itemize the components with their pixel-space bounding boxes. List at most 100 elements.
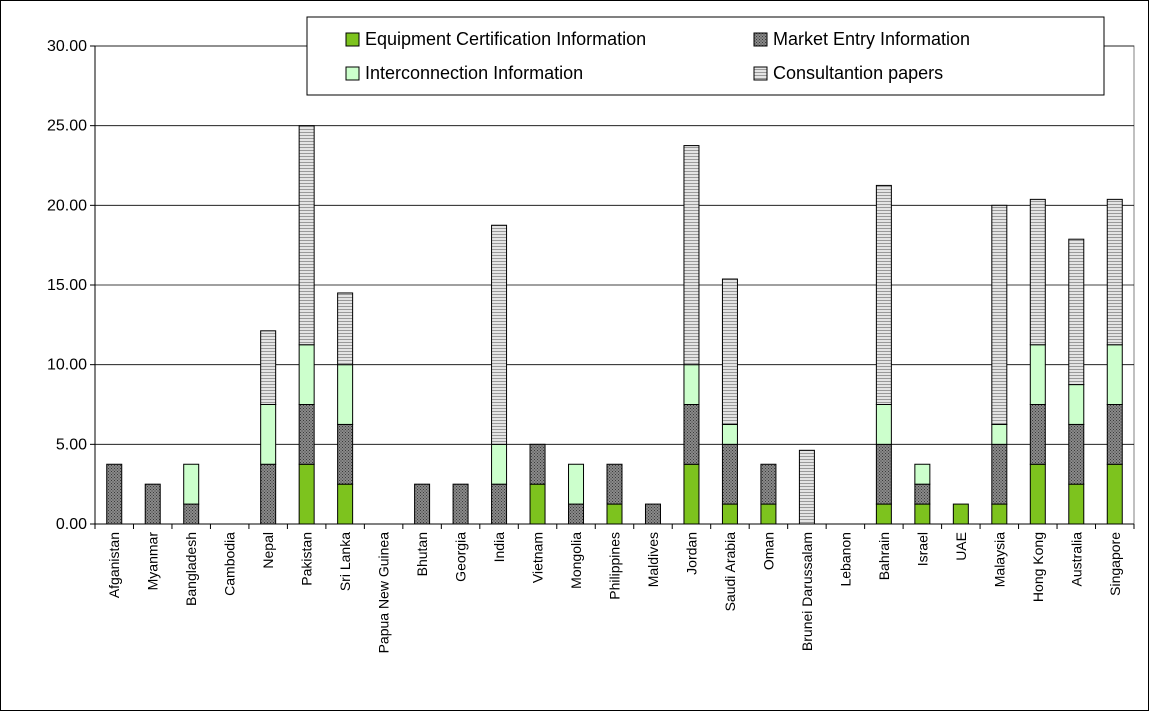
- bar-segment-consultantion-papers: [1029, 198, 1046, 346]
- x-category-label: Maldives: [645, 532, 661, 587]
- bar-segment-market-entry-information: [529, 443, 546, 485]
- y-tick-label: 15.00: [47, 277, 87, 294]
- bar-segment-market-entry-information: [683, 404, 700, 465]
- bar-segment-consultantion-papers: [721, 278, 738, 425]
- bar-segment-market-entry-information: [337, 423, 354, 485]
- bar-segment-interconnection-information: [337, 364, 354, 425]
- bar-segment-consultantion-papers: [798, 449, 815, 525]
- legend-swatch-equipment-certification-information: [345, 32, 360, 47]
- x-category-label: Saudi Arabia: [722, 532, 738, 612]
- legend-swatch-market-entry-information: [753, 32, 768, 47]
- bar-segment-market-entry-information: [183, 503, 200, 525]
- bar-segment-market-entry-information: [875, 443, 892, 505]
- y-tick-label: 20.00: [47, 197, 87, 214]
- bar-segment-consultantion-papers: [1068, 238, 1085, 386]
- bar-segment-equipment-certification-information: [1106, 463, 1123, 525]
- legend-label: Consultantion papers: [773, 63, 943, 83]
- bar-segment-market-entry-information: [721, 443, 738, 505]
- y-axis-tick-labels: 0.00 5.00 10.00 15.00 20.00 25.00 30.00: [47, 38, 95, 533]
- bar-segment-equipment-certification-information: [529, 483, 546, 525]
- bar-segment-consultantion-papers: [1106, 198, 1123, 346]
- bar-segment-market-entry-information: [452, 483, 469, 525]
- y-tick-label: 10.00: [47, 357, 87, 374]
- bars: [106, 125, 1123, 525]
- bar-segment-interconnection-information: [683, 364, 700, 405]
- bar-segment-interconnection-information: [568, 463, 585, 505]
- bar-segment-market-entry-information: [991, 443, 1008, 505]
- legend-label: Equipment Certification Information: [365, 29, 646, 49]
- bar-segment-market-entry-information: [1106, 404, 1123, 465]
- bar-segment-market-entry-information: [914, 483, 931, 505]
- x-category-label: Philippines: [607, 532, 623, 600]
- bar-segment-equipment-certification-information: [991, 503, 1008, 525]
- x-category-label: Sri Lanka: [337, 532, 353, 591]
- bar-segment-market-entry-information: [144, 483, 161, 525]
- bar-segment-equipment-certification-information: [337, 483, 354, 525]
- bar-segment-equipment-certification-information: [683, 463, 700, 525]
- bar-segment-market-entry-information: [760, 463, 777, 505]
- bar-segment-interconnection-information: [491, 443, 508, 485]
- x-category-label: Georgia: [453, 532, 469, 582]
- x-category-label: India: [491, 532, 507, 563]
- y-tick-label: 0.00: [56, 516, 87, 533]
- bar-segment-interconnection-information: [298, 344, 315, 405]
- bar-segment-market-entry-information: [260, 463, 277, 525]
- bar-segment-consultantion-papers: [991, 204, 1008, 425]
- x-category-label: Bangladesh: [183, 532, 199, 606]
- bar-segment-interconnection-information: [875, 404, 892, 445]
- bar-segment-market-entry-information: [606, 463, 623, 505]
- x-category-label: Mongolia: [568, 532, 584, 589]
- bar-segment-equipment-certification-information: [1029, 463, 1046, 525]
- bar-segment-market-entry-information: [568, 503, 585, 525]
- bar-segment-market-entry-information: [414, 483, 431, 525]
- bar-segment-equipment-certification-information: [760, 503, 777, 525]
- bar-segment-equipment-certification-information: [914, 503, 931, 525]
- bar-segment-market-entry-information: [1029, 404, 1046, 465]
- x-category-label: Myanmar: [145, 532, 161, 591]
- bar-segment-consultantion-papers: [260, 330, 277, 405]
- bar-segment-market-entry-information: [491, 483, 508, 525]
- bar-segment-consultantion-papers: [337, 292, 354, 366]
- bar-segment-equipment-certification-information: [606, 503, 623, 525]
- x-category-label: Hong Kong: [1030, 532, 1046, 602]
- x-category-label: Malaysia: [991, 532, 1007, 587]
- bar-segment-interconnection-information: [1029, 344, 1046, 405]
- x-category-label: Brunei Darussalam: [799, 532, 815, 651]
- x-category-label: Afganistan: [106, 532, 122, 598]
- x-category-label: Nepal: [260, 532, 276, 569]
- x-category-label: Pakistan: [299, 532, 315, 586]
- bar-segment-market-entry-information: [1068, 423, 1085, 485]
- bar-segment-interconnection-information: [1106, 344, 1123, 405]
- y-tick-label: 25.00: [47, 118, 87, 135]
- x-category-label: Lebanon: [837, 532, 853, 587]
- bar-segment-consultantion-papers: [683, 145, 700, 366]
- bar-segment-interconnection-information: [183, 463, 200, 505]
- legend-swatch-interconnection-information: [345, 66, 360, 81]
- bar-segment-equipment-certification-information: [875, 503, 892, 525]
- x-category-label: Australia: [1068, 532, 1084, 587]
- bar-segment-equipment-certification-information: [298, 463, 315, 525]
- legend-swatch-consultantion-papers: [753, 66, 768, 81]
- x-category-label: Israel: [914, 532, 930, 566]
- y-tick-label: 5.00: [56, 436, 87, 453]
- bar-segment-interconnection-information: [914, 463, 931, 485]
- bar-segment-consultantion-papers: [875, 184, 892, 405]
- x-axis-category-labels: Afganistan Myanmar Bangladesh Cambodia Nepal…: [94, 524, 1135, 654]
- x-category-label: Papua New Guinea: [376, 532, 392, 654]
- x-category-label: Jordan: [683, 532, 699, 575]
- bar-segment-market-entry-information: [644, 503, 661, 525]
- x-category-label: Bahrain: [876, 532, 892, 580]
- x-category-label: UAE: [953, 532, 969, 561]
- bar-segment-consultantion-papers: [491, 224, 508, 445]
- x-category-label: Cambodia: [222, 532, 238, 596]
- bar-segment-equipment-certification-information: [952, 503, 969, 525]
- x-category-label: Singapore: [1107, 532, 1123, 596]
- bar-segment-interconnection-information: [260, 404, 277, 465]
- legend-label: Market Entry Information: [773, 29, 970, 49]
- bar-segment-equipment-certification-information: [721, 503, 738, 525]
- bar-segment-interconnection-information: [991, 423, 1008, 445]
- x-category-label: Oman: [760, 532, 776, 570]
- legend: Equipment Certification Information Marke…: [306, 16, 1105, 96]
- bar-segment-consultantion-papers: [298, 125, 315, 346]
